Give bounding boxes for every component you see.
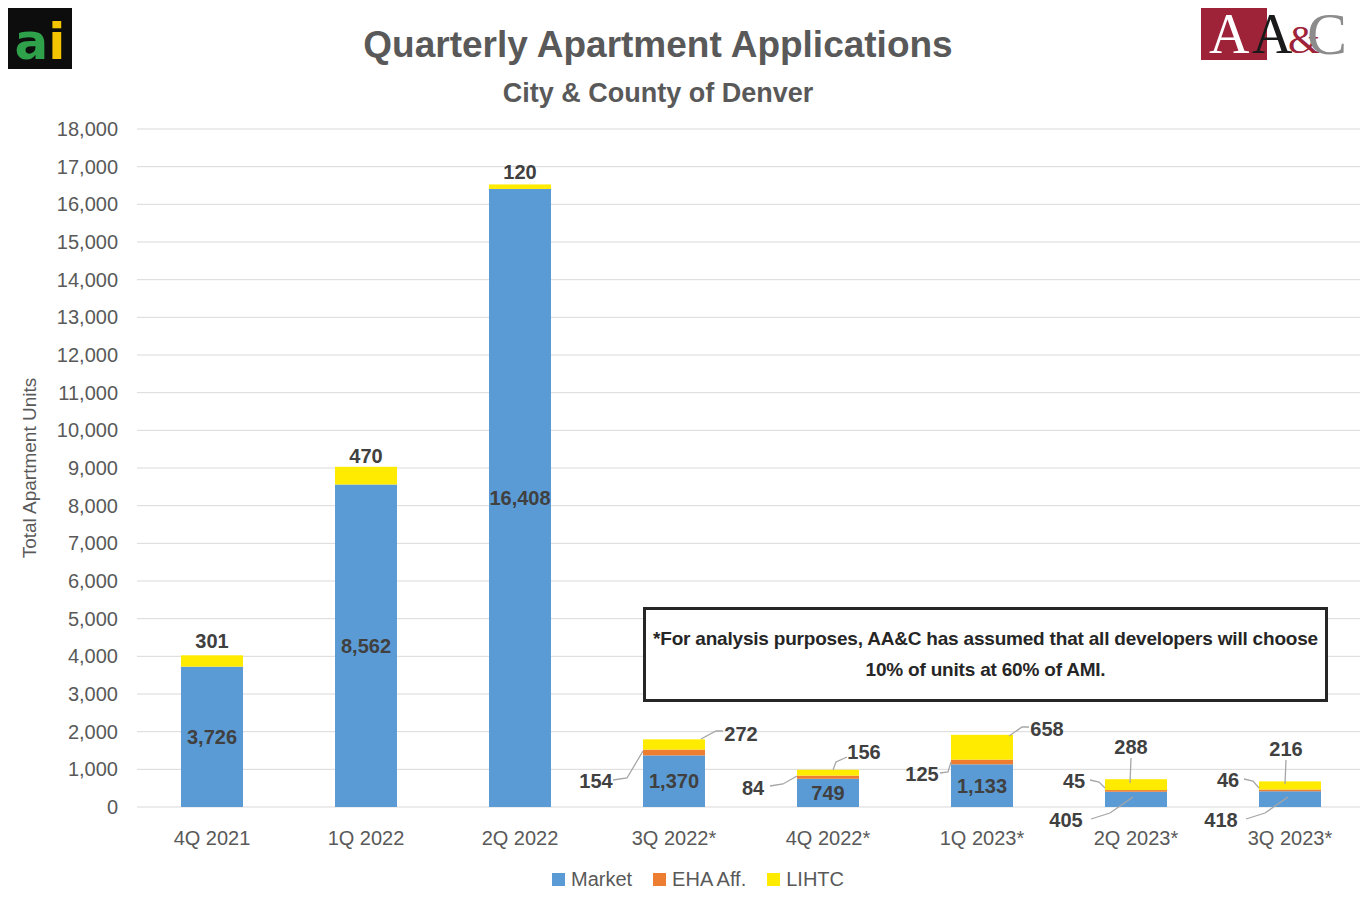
data-label: 45 (1063, 770, 1085, 792)
y-tick-label: 11,000 (58, 382, 118, 404)
y-tick-label: 4,000 (68, 645, 118, 667)
leader-line (940, 762, 951, 773)
bar-segment-lihtc-2 (489, 184, 551, 189)
y-tick-label: 0 (107, 796, 118, 818)
data-label: 120 (503, 161, 536, 183)
x-tick-label: 3Q 2022* (632, 827, 717, 849)
bar-segment-lihtc-0 (181, 655, 243, 666)
legend-swatch (653, 873, 666, 886)
y-tick-label: 5,000 (68, 608, 118, 630)
bar-chart: 0 1,000 2,000 3,000 4,000 5,000 6,000 7,000 8,00… (0, 0, 1370, 898)
data-label: 272 (724, 723, 757, 745)
leader-line (613, 751, 643, 780)
data-label: 154 (579, 770, 613, 792)
bar-segment-eha-aff--3 (643, 750, 705, 756)
data-label: 84 (742, 777, 765, 799)
leader-line (770, 776, 797, 786)
chart-page: ai Quarterly Apartment Applications City… (0, 0, 1370, 898)
bar-segment-eha-aff--5 (951, 760, 1013, 765)
y-tick-label: 6,000 (68, 570, 118, 592)
y-tick-label: 18,000 (57, 118, 118, 140)
x-tick-label: 4Q 2022* (786, 827, 871, 849)
x-tick-label: 1Q 2023* (940, 827, 1025, 849)
bar-segment-lihtc-5 (951, 735, 1013, 760)
legend-swatch (552, 873, 565, 886)
annotation-box: *For analysis purposes, AA&C has assumed… (643, 607, 1328, 702)
data-label: 125 (905, 763, 938, 785)
leader-line (1090, 780, 1105, 788)
legend-item-lihtc: LIHTC (767, 868, 844, 891)
data-label: 8,562 (341, 635, 391, 657)
leader-line (833, 757, 847, 770)
leader-line (1285, 760, 1286, 784)
leader-line (701, 731, 723, 739)
x-tick-label: 3Q 2023* (1248, 827, 1333, 849)
data-label: 156 (847, 741, 880, 763)
x-tick-label: 2Q 2022 (482, 827, 559, 849)
y-tick-label: 13,000 (57, 306, 118, 328)
y-tick-label: 15,000 (57, 231, 118, 253)
bar-segment-lihtc-3 (643, 739, 705, 749)
x-tick-label: 1Q 2022 (328, 827, 405, 849)
y-tick-label: 12,000 (57, 344, 118, 366)
data-label: 470 (349, 445, 382, 467)
y-tick-label: 1,000 (68, 758, 118, 780)
bar-segment-eha-aff--6 (1105, 790, 1167, 792)
data-label: 405 (1049, 809, 1082, 831)
legend-swatch (767, 873, 780, 886)
data-label: 418 (1204, 809, 1237, 831)
bar-segment-lihtc-4 (797, 770, 859, 776)
y-tick-label: 14,000 (57, 269, 118, 291)
x-tick-label: 4Q 2021 (174, 827, 251, 849)
annotation-line-1: *For analysis purposes, AA&C has assumed… (653, 624, 1318, 654)
legend-label: Market (571, 868, 632, 891)
legend-item-market: Market (552, 868, 632, 891)
y-tick-label: 16,000 (57, 193, 118, 215)
legend-item-eha-aff-: EHA Aff. (653, 868, 746, 891)
data-label: 16,408 (489, 487, 550, 509)
y-tick-label: 17,000 (57, 156, 118, 178)
legend-label: EHA Aff. (672, 868, 746, 891)
data-label: 46 (1217, 769, 1239, 791)
y-tick-label: 2,000 (68, 721, 118, 743)
legend-label: LIHTC (786, 868, 844, 891)
data-label: 658 (1030, 718, 1063, 740)
annotation-line-2: 10% of units at 60% of AMI. (866, 655, 1106, 685)
y-tick-label: 7,000 (68, 532, 118, 554)
bar-segment-lihtc-1 (335, 467, 397, 485)
bar-segment-lihtc-6 (1105, 779, 1167, 790)
bar-segment-market-6 (1105, 792, 1167, 807)
data-label: 301 (195, 630, 228, 652)
data-label: 3,726 (187, 726, 237, 748)
y-tick-label: 9,000 (68, 457, 118, 479)
data-label: 1,133 (957, 775, 1007, 797)
data-label: 216 (1269, 738, 1302, 760)
data-label: 288 (1114, 736, 1147, 758)
y-tick-label: 3,000 (68, 683, 118, 705)
data-label: 1,370 (649, 770, 699, 792)
y-tick-label: 8,000 (68, 495, 118, 517)
bar-segment-eha-aff--4 (797, 776, 859, 779)
chart-legend: Market EHA Aff. LIHTC (13, 868, 1370, 891)
bar-segment-eha-aff--7 (1259, 790, 1321, 792)
x-tick-label: 2Q 2023* (1094, 827, 1179, 849)
bar-segment-lihtc-7 (1259, 781, 1321, 789)
y-axis-title: Total Apartment Units (19, 378, 40, 559)
data-label: 749 (811, 782, 844, 804)
leader-line (1244, 779, 1259, 788)
y-tick-label: 10,000 (57, 419, 118, 441)
bar-segment-market-7 (1259, 791, 1321, 807)
